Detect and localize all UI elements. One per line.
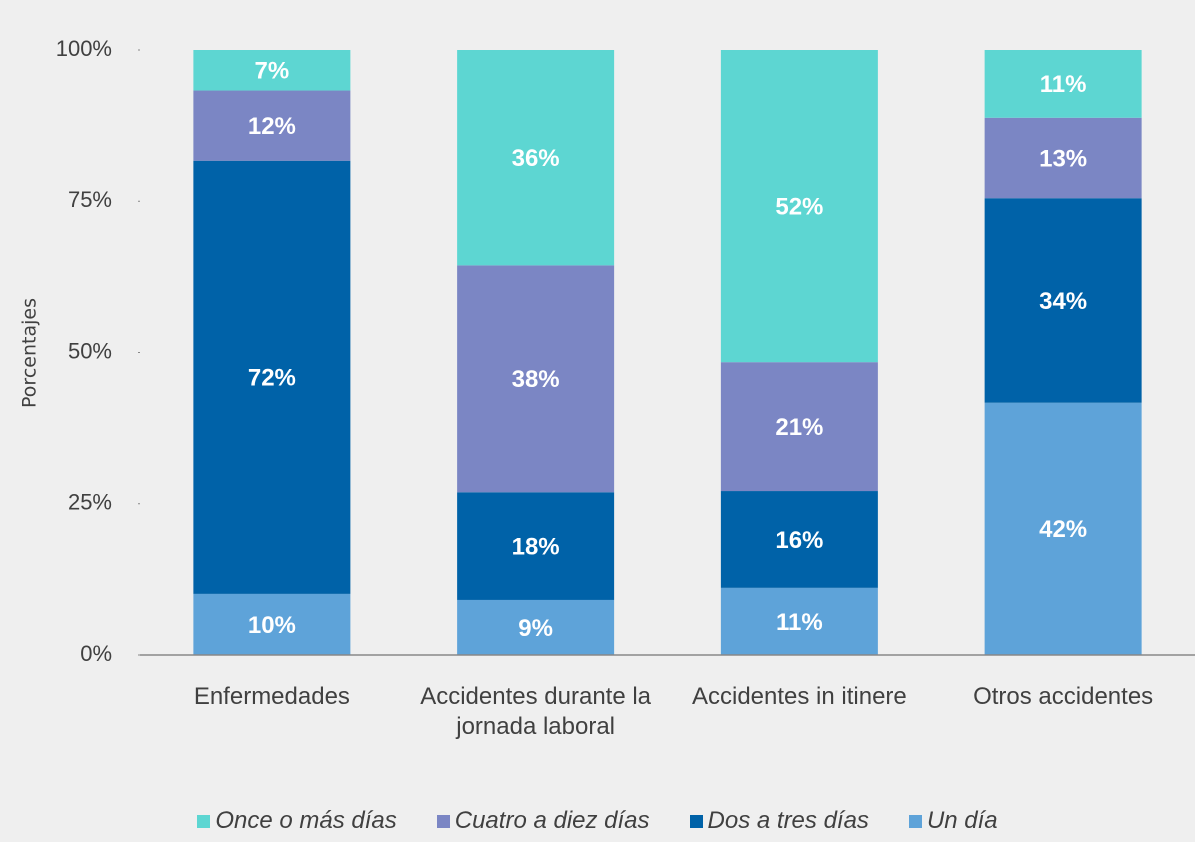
bar-segment [720,50,878,363]
data-label: 34% [1039,288,1087,315]
bar-segment [720,362,878,492]
legend-swatch [436,814,450,828]
data-label: 18% [512,533,560,560]
bar-segment [457,492,615,600]
bar-segment [984,50,1142,118]
y-tick-label: 75% [68,187,112,212]
data-label: 11% [776,609,823,636]
legend-label: Dos a tres días [707,807,869,834]
data-label: 38% [512,366,560,393]
legend-swatch [908,814,922,828]
legend: Once o más días Cuatro a diez días Dos a t… [0,805,1195,837]
data-label: 7% [255,58,290,85]
y-axis-label: Porcentajes [19,298,41,408]
x-tick-label: Enfermedades [193,683,350,710]
legend-label: Once o más días [215,807,397,834]
legend-swatch [689,814,703,828]
bar-segment [720,491,878,588]
bar-segment [984,117,1142,199]
bar-segment [457,265,615,493]
bar-segment [193,50,351,91]
legend-label: Un día [926,807,998,834]
data-label: 10% [248,612,296,639]
data-label: 72% [248,365,296,392]
x-tick-label: Otros accidentes [973,683,1154,710]
x-tick-label: Accidentes in itinere [691,683,907,710]
legend-item: Un día [908,805,998,837]
bar-segment [193,593,351,655]
legend-item: Dos a tres días [689,805,869,837]
y-tick-label: 25% [68,490,112,515]
legend-swatch [197,814,211,828]
y-tick-label: 100% [56,36,112,61]
bar-segment [193,160,351,594]
legend-item: Once o más días [197,805,397,837]
bar-segment [720,587,878,655]
data-label: 42% [1039,516,1087,543]
data-label: 16% [775,527,823,554]
bar-segment [457,50,615,266]
data-label: 36% [512,145,560,172]
bar-segment [984,198,1142,403]
bar-segment [193,90,351,161]
data-label: 11% [1040,71,1087,98]
bar-segment [457,599,615,655]
legend-label: Cuatro a diez días [454,807,650,834]
data-label: 52% [775,193,823,220]
bar-segment [984,402,1142,655]
data-label: 12% [248,113,296,140]
data-label: 9% [518,615,553,642]
data-label: 21% [775,414,823,441]
y-tick-label: 50% [68,338,112,363]
data-label: 13% [1039,145,1087,172]
legend-item: Cuatro a diez días [436,805,650,837]
y-tick-label: 0% [80,641,112,666]
x-tick-label: Accidentes durante la jornada laboral [420,683,652,740]
